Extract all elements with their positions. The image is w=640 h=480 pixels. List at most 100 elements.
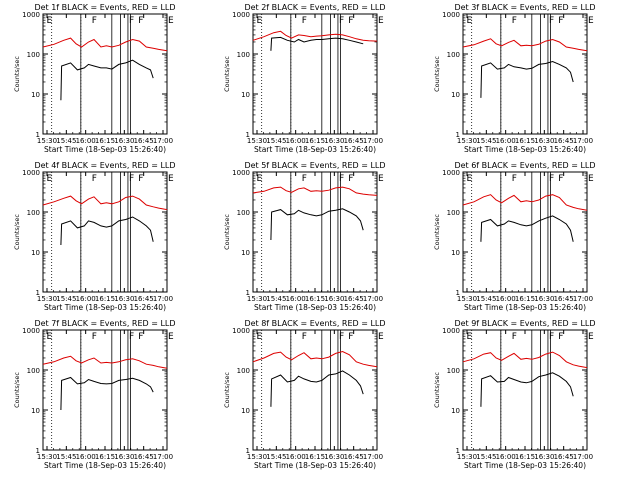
x-tick-label: 15:45 (476, 295, 496, 303)
chart-title: Det 9f BLACK = Events, RED = LLD (454, 319, 595, 328)
events-series-line (270, 208, 364, 241)
event-marker-label: F (549, 16, 554, 26)
event-marker-label: E (168, 174, 174, 184)
x-tick-label: 16:15 (515, 295, 535, 303)
detector-panel-5: Det 5f BLACK = Events, RED = LLD 1 10 100 10… (223, 161, 386, 312)
y-tick-label: 1000 (442, 11, 460, 19)
y-tick-label: 1 (456, 131, 460, 139)
event-marker-label: E (256, 174, 262, 184)
y-tick-label: 1 (456, 289, 460, 297)
event-marker-label: E (168, 16, 174, 26)
x-axis-label: Start Time (18-Sep-03 15:26:40) (254, 145, 376, 154)
event-marker-label: E (588, 332, 594, 342)
detector-panel-9: Det 9f BLACK = Events, RED = LLD 1 10 100 10… (433, 319, 596, 470)
y-axis-label: Counts/sec (13, 214, 21, 250)
x-tick-label: 15:30 (247, 295, 267, 303)
x-tick-label: 17:00 (573, 295, 593, 303)
x-tick-label: 17:00 (153, 137, 173, 145)
event-marker-label: F (138, 332, 143, 342)
x-tick-label: 15:45 (56, 137, 76, 145)
x-tick-label: 15:30 (37, 453, 57, 461)
event-marker-label: F (348, 332, 353, 342)
x-tick-label: 15:30 (37, 137, 57, 145)
x-tick-label: 16:15 (95, 295, 115, 303)
x-tick-label: 17:00 (573, 453, 593, 461)
y-tick-label: 1000 (232, 11, 250, 19)
event-marker-label: E (378, 332, 384, 342)
y-tick-label: 1000 (22, 169, 40, 177)
y-tick-label: 10 (31, 249, 40, 257)
y-tick-label: 1 (246, 131, 250, 139)
event-marker-label: F (129, 174, 134, 184)
y-axis-label: Counts/sec (433, 372, 441, 408)
x-tick-label: 15:45 (266, 453, 286, 461)
y-tick-label: 10 (241, 91, 250, 99)
events-series-line (270, 36, 364, 51)
x-tick-label: 16:45 (554, 137, 574, 145)
y-tick-label: 1000 (232, 327, 250, 335)
x-tick-label: 16:00 (76, 295, 96, 303)
event-marker-label: E (46, 332, 52, 342)
x-tick-label: 16:00 (76, 137, 96, 145)
lld-series-line (42, 37, 168, 52)
event-marker-label: F (348, 16, 353, 26)
y-tick-label: 10 (31, 407, 40, 415)
lld-series-line (252, 30, 378, 42)
event-marker-label: F (302, 332, 307, 342)
event-marker-label: E (46, 16, 52, 26)
y-tick-label: 1 (246, 447, 250, 455)
x-tick-label: 16:45 (134, 295, 154, 303)
x-tick-label: 17:00 (573, 137, 593, 145)
y-tick-label: 10 (241, 407, 250, 415)
events-series-line (480, 60, 574, 98)
detector-panel-1: Det 1f BLACK = Events, RED = LLD 1 10 100 10… (13, 3, 176, 154)
event-marker-label: F (92, 332, 97, 342)
chart-title: Det 2f BLACK = Events, RED = LLD (244, 3, 385, 12)
x-tick-label: 15:30 (457, 137, 477, 145)
event-marker-label: F (92, 174, 97, 184)
x-tick-label: 16:30 (114, 453, 134, 461)
y-tick-label: 100 (27, 367, 40, 375)
detector-panel-8: Det 8f BLACK = Events, RED = LLD 1 10 100 10… (223, 319, 386, 470)
lld-series-line (42, 195, 168, 211)
event-marker-label: F (339, 174, 344, 184)
y-axis-label: Counts/sec (223, 372, 231, 408)
x-axis-label: Start Time (18-Sep-03 15:26:40) (464, 461, 586, 470)
event-marker-label: F (92, 16, 97, 26)
chart-title: Det 7f BLACK = Events, RED = LLD (34, 319, 175, 328)
x-axis-label: Start Time (18-Sep-03 15:26:40) (464, 303, 586, 312)
y-tick-label: 100 (447, 367, 460, 375)
x-tick-label: 15:30 (247, 137, 267, 145)
x-tick-label: 16:30 (324, 295, 344, 303)
x-tick-label: 15:30 (247, 453, 267, 461)
x-tick-label: 16:30 (534, 137, 554, 145)
event-marker-label: F (129, 16, 134, 26)
x-axis-label: Start Time (18-Sep-03 15:26:40) (254, 303, 376, 312)
x-tick-label: 15:30 (37, 295, 57, 303)
x-tick-label: 16:30 (534, 295, 554, 303)
event-marker-label: F (348, 174, 353, 184)
chart-title: Det 4f BLACK = Events, RED = LLD (34, 161, 175, 170)
y-tick-label: 1000 (22, 327, 40, 335)
x-tick-label: 16:45 (344, 295, 364, 303)
y-tick-label: 1000 (232, 169, 250, 177)
event-marker-label: F (558, 174, 563, 184)
x-tick-label: 16:45 (554, 295, 574, 303)
x-tick-label: 15:45 (266, 295, 286, 303)
event-marker-label: F (558, 16, 563, 26)
y-tick-label: 100 (447, 209, 460, 217)
x-tick-label: 16:15 (95, 137, 115, 145)
y-tick-label: 1000 (442, 169, 460, 177)
event-marker-label: F (138, 174, 143, 184)
chart-title: Det 5f BLACK = Events, RED = LLD (244, 161, 385, 170)
x-axis-label: Start Time (18-Sep-03 15:26:40) (254, 461, 376, 470)
event-marker-label: F (549, 174, 554, 184)
detector-panel-2: Det 2f BLACK = Events, RED = LLD 1 10 100 10… (223, 3, 386, 154)
event-marker-label: E (256, 332, 262, 342)
x-axis-label: Start Time (18-Sep-03 15:26:40) (44, 303, 166, 312)
event-marker-label: F (558, 332, 563, 342)
events-series-line (60, 216, 154, 246)
y-tick-label: 100 (237, 51, 250, 59)
x-tick-label: 16:15 (305, 137, 325, 145)
